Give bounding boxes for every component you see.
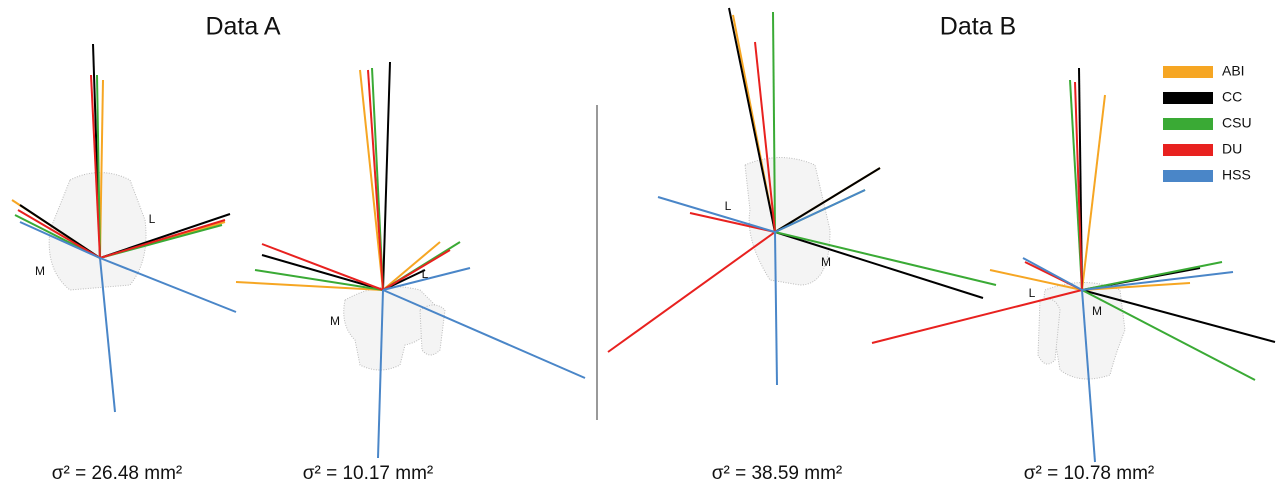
axes [12, 8, 1275, 462]
caption: σ² = 38.59 mm² [712, 463, 843, 484]
legend-swatch [1163, 66, 1213, 78]
medial-label: M [330, 314, 340, 328]
title: Data A [205, 13, 280, 41]
legend-label: ABI [1222, 63, 1245, 79]
lateral-label: L [725, 199, 732, 213]
legend-label: CSU [1222, 115, 1252, 131]
lateral-label: L [1029, 286, 1036, 300]
axis-line [262, 244, 383, 290]
legend-label: HSS [1222, 167, 1251, 183]
legend-label: CC [1222, 89, 1242, 105]
axis-line [1082, 95, 1105, 290]
title: Data B [940, 13, 1016, 41]
axis-line [608, 232, 775, 352]
medial-label: M [35, 264, 45, 278]
bone [745, 158, 830, 286]
legend-label: DU [1222, 141, 1242, 157]
caption: σ² = 10.78 mm² [1024, 463, 1155, 484]
bone [1038, 299, 1060, 364]
legend-swatch [1163, 92, 1213, 104]
axis-line [383, 62, 390, 290]
legend-swatch [1163, 118, 1213, 130]
axis-line [360, 70, 383, 290]
medial-label: M [1092, 304, 1102, 318]
axis-line [368, 70, 383, 290]
lateral-label: L [149, 212, 156, 226]
lateral-label: L [422, 267, 429, 281]
figure: Data A Data B L Mσ² = 26.48 mm² L Mσ² = 10.… [0, 0, 1277, 491]
legend-swatch [1163, 170, 1213, 182]
axis-line [383, 250, 450, 290]
legend-swatch [1163, 144, 1213, 156]
medial-label: M [821, 255, 831, 269]
axis-line [990, 270, 1082, 290]
caption: σ² = 10.17 mm² [303, 463, 434, 484]
caption: σ² = 26.48 mm² [52, 463, 183, 484]
